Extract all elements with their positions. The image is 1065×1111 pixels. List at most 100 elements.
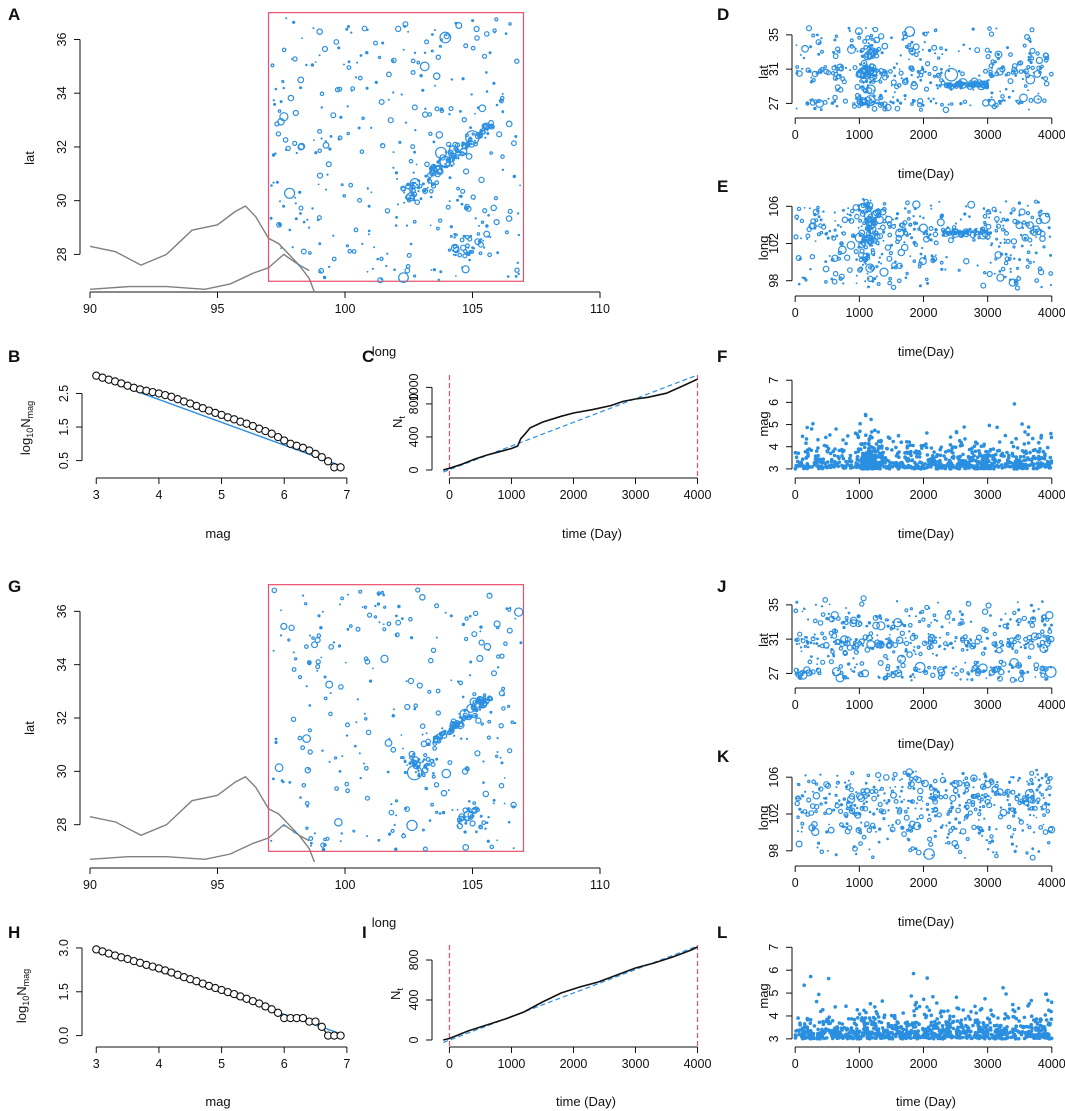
l-event-point — [1042, 1025, 1047, 1029]
e-event-point — [1009, 270, 1012, 273]
a-event-point — [449, 225, 453, 229]
k-event-point — [918, 814, 924, 820]
j-event-point — [849, 668, 852, 671]
j-event-point — [877, 675, 880, 678]
d-event-point — [1029, 47, 1036, 55]
a-event-point — [281, 79, 285, 84]
a-event-point — [423, 51, 427, 54]
d-event-point — [809, 99, 812, 101]
d-event-point — [1000, 99, 1004, 103]
e-event-point — [831, 278, 838, 285]
g-event-point — [315, 664, 321, 670]
a-event-point — [366, 270, 369, 273]
j-event-point — [1036, 643, 1039, 646]
j-event-point — [831, 628, 837, 634]
g-event-point — [460, 737, 463, 740]
j-event-point — [828, 659, 835, 665]
g-event-point — [339, 603, 341, 606]
k-event-point — [929, 793, 933, 796]
g-event-point — [473, 610, 479, 617]
e-event-point — [890, 243, 893, 247]
g-event-point — [491, 670, 498, 677]
d-event-point — [947, 103, 950, 106]
j-event-point — [903, 640, 910, 647]
e-event-point — [1002, 224, 1005, 227]
e-event-point — [862, 204, 865, 207]
j-event-point — [795, 642, 799, 646]
g-event-point — [367, 612, 373, 618]
d-event-point — [921, 48, 924, 51]
g-event-point — [329, 692, 332, 695]
k-event-point — [1022, 801, 1026, 805]
a-event-point — [277, 222, 282, 227]
l-event-point — [973, 1018, 978, 1023]
d-event-point — [870, 79, 876, 84]
j-event-point — [1017, 608, 1021, 612]
e-event-point — [857, 208, 862, 212]
f-event-point — [1009, 460, 1013, 465]
k-event-point — [864, 821, 870, 827]
k-event-point — [902, 770, 907, 775]
l-event-point — [1011, 1008, 1015, 1012]
e-event-point — [995, 237, 999, 241]
j-event-point — [834, 638, 841, 646]
k-event-point — [1045, 788, 1048, 791]
j-event-point — [797, 631, 803, 637]
g-event-point — [510, 720, 515, 725]
f-event-point — [869, 430, 874, 434]
k-event-point — [900, 778, 903, 781]
a-event-point — [443, 33, 450, 40]
f-event-point — [1000, 466, 1005, 470]
k-event-point — [915, 776, 922, 784]
k-event-point — [799, 797, 802, 800]
l-event-point — [935, 1017, 939, 1021]
e-event-point — [1009, 211, 1013, 215]
d-event-point — [847, 26, 851, 30]
f-event-point — [903, 455, 907, 459]
f-event-point — [1021, 466, 1025, 471]
j-event-point — [951, 646, 955, 650]
g-event-point — [402, 747, 404, 750]
a-event-point — [347, 25, 350, 28]
l-event-point — [1043, 1028, 1047, 1033]
k-event-point — [1006, 824, 1012, 830]
g-event-point — [472, 814, 475, 817]
k-event-point — [861, 834, 867, 840]
g-event-point — [485, 821, 489, 825]
f-event-point — [973, 449, 978, 454]
j-event-point — [966, 600, 969, 603]
d-event-point — [1022, 43, 1027, 48]
f-event-point — [795, 459, 800, 464]
e-event-point — [894, 260, 897, 264]
a-event-point — [361, 242, 364, 245]
j-event-point — [962, 634, 968, 640]
e-event-point — [903, 230, 909, 236]
d-event-point — [1023, 84, 1028, 88]
l-event-point — [881, 1032, 885, 1036]
l-xtick-label: 4000 — [1038, 1057, 1065, 1071]
k-event-point — [964, 787, 970, 793]
g-event-point — [395, 619, 402, 626]
f-event-point — [1020, 422, 1024, 426]
g-event-point — [496, 751, 499, 753]
k-event-point — [1010, 789, 1016, 795]
f-event-point — [984, 465, 989, 470]
k-event-point — [1042, 823, 1045, 826]
j-event-point — [1044, 678, 1048, 681]
j-event-point — [1004, 612, 1007, 615]
a-event-point — [456, 150, 460, 154]
f-event-point — [948, 435, 953, 439]
k-event-point — [877, 801, 883, 808]
e-event-point — [854, 232, 866, 243]
k-event-point — [941, 824, 944, 827]
g-event-point — [456, 808, 459, 811]
e-event-point — [858, 240, 866, 248]
a-event-point — [367, 233, 370, 236]
e-event-point — [880, 252, 884, 256]
a-event-point — [387, 117, 394, 124]
k-event-point — [954, 843, 960, 850]
e-event-point — [849, 208, 855, 214]
j-event-point — [847, 677, 850, 680]
j-event-point — [793, 667, 799, 673]
